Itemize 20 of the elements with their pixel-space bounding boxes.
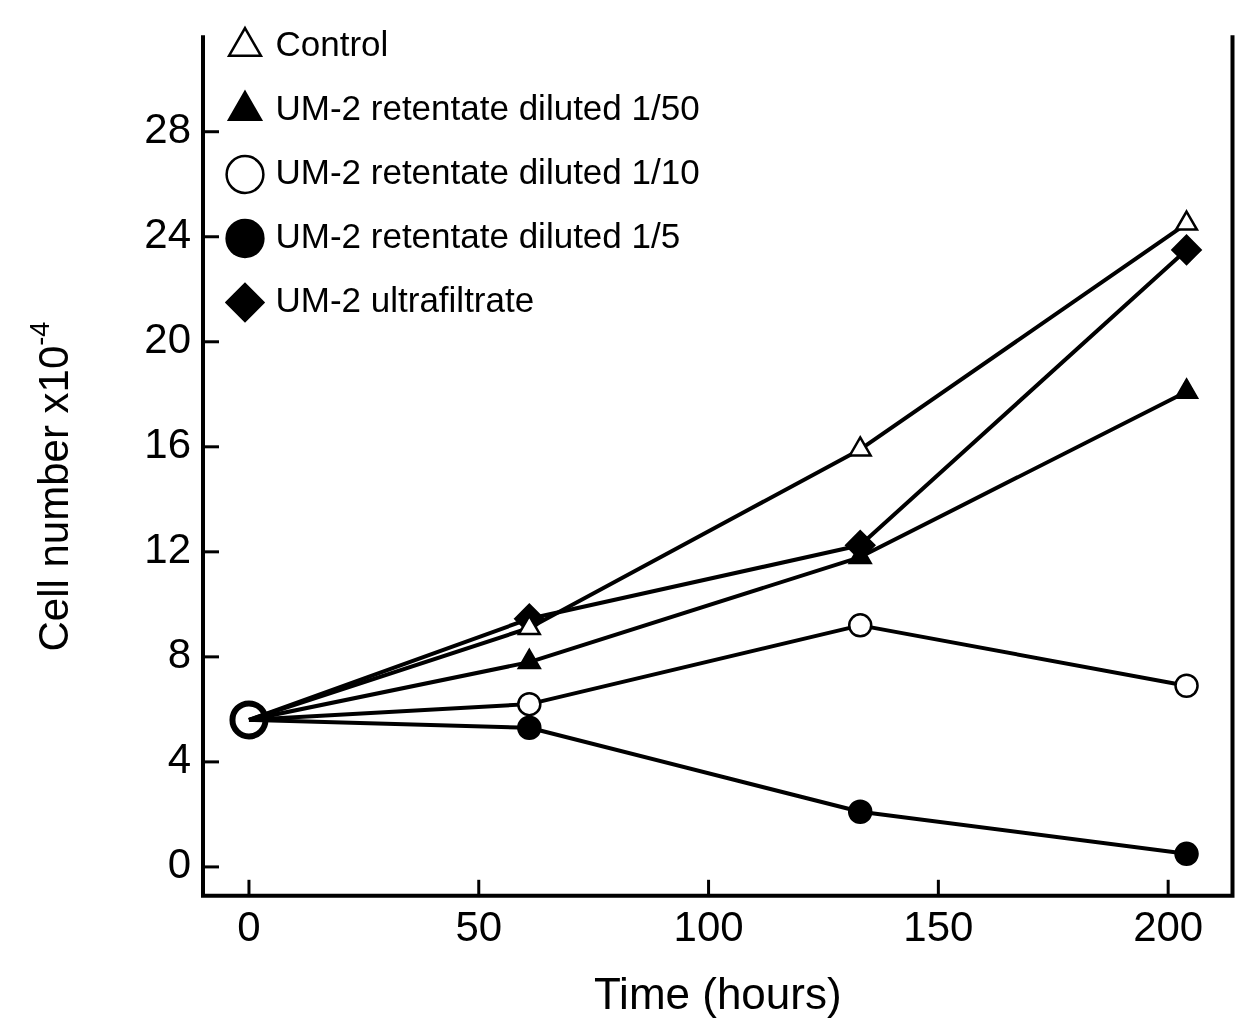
x-tick-label: 50 xyxy=(455,902,503,950)
y-tick-label: 24 xyxy=(144,210,191,258)
y-axis-title: Cell number x10-4 xyxy=(24,321,77,652)
y-tick-label: 12 xyxy=(144,525,191,573)
y-tick-label: 0 xyxy=(167,840,191,888)
x-tick-label: 0 xyxy=(237,902,261,950)
x-tick-label: 150 xyxy=(903,902,974,950)
legend-label: UM-2 ultrafiltrate xyxy=(275,280,535,320)
legend-label: UM-2 retentate diluted 1/10 xyxy=(275,152,700,192)
legend-label: UM-2 retentate diluted 1/5 xyxy=(275,216,681,256)
legend-label: Control xyxy=(275,24,389,64)
x-axis-title: Time (hours) xyxy=(593,968,842,1018)
y-tick-label: 4 xyxy=(167,735,191,783)
x-tick-label: 100 xyxy=(673,902,744,950)
y-tick-label: 8 xyxy=(167,630,191,678)
legend-label: UM-2 retentate diluted 1/50 xyxy=(275,88,700,128)
y-tick-label: 28 xyxy=(144,105,191,153)
y-tick-label: 16 xyxy=(144,420,191,468)
y-tick-label: 20 xyxy=(144,315,191,363)
x-tick-label: 200 xyxy=(1133,902,1204,950)
